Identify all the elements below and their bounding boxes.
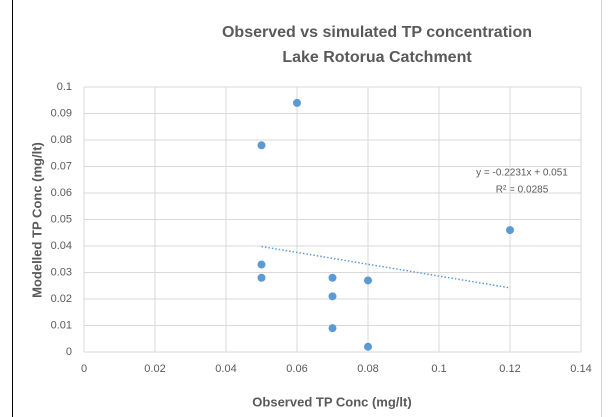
data-point: [257, 260, 266, 269]
data-point: [328, 273, 337, 282]
y-tick-label: 0.01: [51, 319, 72, 331]
data-point: [364, 342, 372, 351]
x-tick-label: 0.08: [357, 363, 378, 375]
x-tick-label: 0.1: [431, 363, 446, 375]
x-tick-label: 0.12: [499, 363, 520, 375]
y-axis-label: Modelled TP Conc (mg/lt): [29, 142, 44, 298]
data-point: [364, 276, 372, 285]
chart-title: Observed vs simulated TP concentration: [222, 24, 532, 41]
trend-r2: R² = 0.0285: [496, 185, 549, 196]
data-point: [328, 292, 337, 301]
x-tick-label: 0.04: [215, 363, 236, 375]
data-point: [257, 273, 266, 282]
x-tick-label: 0: [81, 363, 87, 375]
y-tick-label: 0.03: [51, 266, 72, 278]
y-tick-label: 0.04: [51, 240, 72, 252]
y-tick-label: 0.02: [51, 293, 72, 305]
data-point: [293, 98, 301, 107]
y-tick-label: 0: [66, 346, 72, 358]
data-point: [506, 226, 514, 235]
x-tick-label: 0.14: [570, 363, 591, 375]
data-point: [328, 324, 337, 333]
trend-equation: y = -0.2231x + 0.051: [476, 168, 568, 179]
y-tick-label: 0.07: [51, 160, 72, 172]
y-tick-label: 0.06: [51, 187, 72, 199]
x-tick-label: 0.06: [286, 363, 307, 375]
y-tick-label: 0.05: [51, 213, 72, 225]
data-point: [257, 141, 266, 150]
x-tick-label: 0.02: [144, 363, 165, 375]
y-tick-label: 0.08: [51, 134, 72, 146]
chart-subtitle: Lake Rotorua Catchment: [282, 49, 472, 66]
x-axis-label: Observed TP Conc (mg/lt): [252, 394, 411, 409]
y-tick-label: 0.09: [51, 107, 72, 119]
y-tick-label: 0.1: [57, 81, 72, 93]
